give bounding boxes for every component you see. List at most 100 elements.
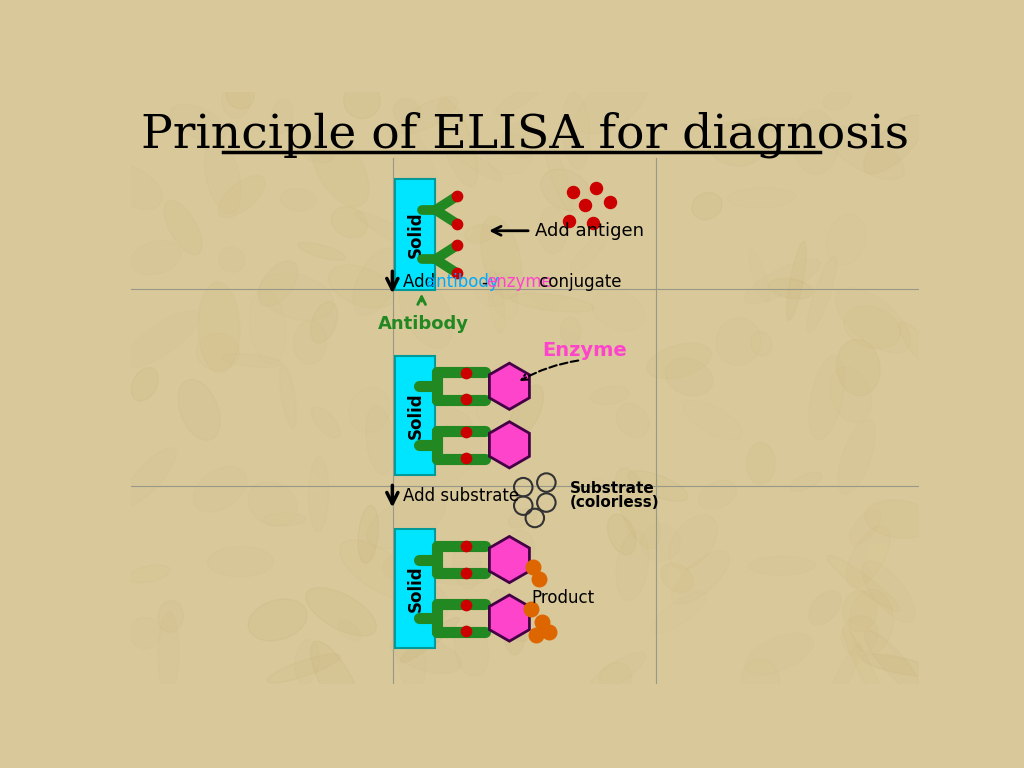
Text: Add antigen: Add antigen (535, 222, 644, 240)
Ellipse shape (647, 343, 712, 379)
Point (449, 240, 465, 252)
Ellipse shape (670, 624, 705, 655)
Ellipse shape (844, 623, 890, 656)
Text: Antibody: Antibody (378, 316, 469, 333)
Ellipse shape (829, 366, 871, 422)
Text: Add substrate: Add substrate (403, 488, 519, 505)
Polygon shape (489, 363, 529, 409)
Text: Solid: Solid (407, 392, 425, 439)
Text: Solid: Solid (407, 565, 425, 612)
Ellipse shape (843, 591, 877, 631)
Ellipse shape (807, 257, 837, 333)
Point (565, 186, 582, 198)
Ellipse shape (310, 302, 338, 343)
Point (449, 217, 465, 230)
Ellipse shape (809, 355, 845, 439)
Point (458, 541, 474, 553)
Ellipse shape (106, 165, 162, 210)
Ellipse shape (607, 514, 636, 554)
Polygon shape (489, 537, 529, 583)
Ellipse shape (746, 442, 775, 485)
Ellipse shape (662, 563, 693, 593)
Ellipse shape (218, 176, 265, 217)
Text: (colorless): (colorless) (569, 495, 659, 510)
Point (458, 425, 474, 438)
FancyBboxPatch shape (395, 356, 435, 475)
Point (458, 567, 474, 579)
Ellipse shape (128, 565, 170, 583)
Ellipse shape (453, 541, 481, 589)
Ellipse shape (843, 627, 886, 710)
Ellipse shape (400, 617, 459, 663)
Ellipse shape (544, 138, 572, 213)
Ellipse shape (285, 453, 321, 494)
Ellipse shape (310, 641, 361, 721)
Ellipse shape (790, 472, 822, 492)
Point (449, 190, 465, 202)
Ellipse shape (535, 542, 578, 578)
Ellipse shape (272, 169, 307, 209)
FancyBboxPatch shape (395, 529, 435, 648)
Ellipse shape (280, 365, 296, 428)
FancyBboxPatch shape (395, 179, 435, 290)
Point (561, 214, 578, 227)
Ellipse shape (861, 654, 935, 676)
Ellipse shape (398, 97, 458, 134)
Ellipse shape (308, 236, 349, 274)
Ellipse shape (589, 652, 646, 693)
Text: -: - (481, 273, 486, 291)
Point (449, 267, 465, 280)
Ellipse shape (490, 273, 518, 319)
Point (524, 561, 541, 574)
Ellipse shape (465, 225, 494, 243)
Point (458, 367, 474, 379)
Ellipse shape (665, 554, 680, 629)
Ellipse shape (306, 588, 377, 636)
Ellipse shape (535, 574, 582, 643)
Ellipse shape (844, 306, 901, 349)
Ellipse shape (692, 193, 722, 220)
Ellipse shape (355, 211, 432, 255)
Ellipse shape (311, 407, 340, 438)
Point (458, 625, 474, 637)
Point (530, 573, 547, 585)
Ellipse shape (343, 82, 380, 118)
Ellipse shape (367, 495, 445, 548)
Ellipse shape (866, 543, 893, 571)
Ellipse shape (340, 540, 418, 599)
Ellipse shape (454, 148, 502, 180)
Ellipse shape (248, 599, 307, 641)
Ellipse shape (503, 601, 526, 654)
Text: antibody: antibody (426, 273, 499, 291)
Point (534, 616, 550, 628)
Point (585, 217, 601, 229)
Ellipse shape (222, 354, 282, 367)
Ellipse shape (445, 210, 474, 237)
Text: conjugate: conjugate (535, 273, 622, 291)
Ellipse shape (225, 78, 254, 109)
Point (588, 182, 604, 194)
Ellipse shape (775, 538, 811, 561)
Text: Solid: Solid (407, 211, 425, 258)
Text: Add: Add (403, 273, 440, 291)
Ellipse shape (198, 283, 240, 372)
Point (601, 196, 617, 208)
Text: Product: Product (531, 589, 594, 607)
Ellipse shape (769, 278, 813, 299)
Point (542, 626, 558, 638)
Ellipse shape (589, 414, 614, 481)
Ellipse shape (311, 131, 369, 207)
Ellipse shape (599, 663, 632, 693)
Point (528, 629, 545, 641)
Text: enzyme: enzyme (486, 273, 552, 291)
Ellipse shape (488, 292, 538, 333)
Point (458, 393, 474, 406)
Ellipse shape (480, 216, 521, 299)
Ellipse shape (510, 386, 544, 438)
Ellipse shape (366, 405, 394, 475)
Ellipse shape (332, 207, 368, 238)
Point (458, 452, 474, 464)
Point (577, 199, 593, 211)
Ellipse shape (399, 274, 453, 348)
Ellipse shape (487, 270, 505, 333)
